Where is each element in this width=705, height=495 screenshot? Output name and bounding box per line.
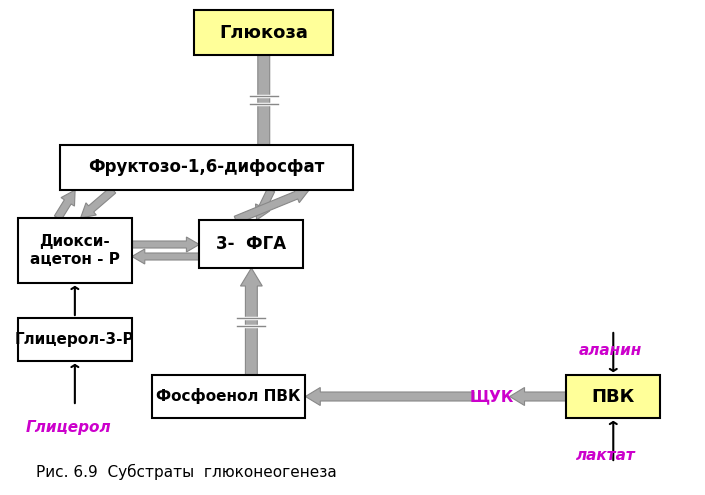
FancyArrow shape: [253, 10, 275, 190]
Bar: [566, 375, 661, 418]
FancyArrow shape: [255, 188, 275, 220]
FancyArrow shape: [80, 187, 116, 218]
Bar: [195, 10, 333, 55]
FancyArrow shape: [54, 190, 75, 220]
Text: Фруктозо-1,6-дифосфат: Фруктозо-1,6-дифосфат: [89, 158, 325, 177]
FancyArrow shape: [305, 388, 474, 405]
FancyArrow shape: [240, 268, 262, 375]
Text: Глюкоза: Глюкоза: [219, 23, 308, 42]
Bar: [18, 318, 132, 361]
FancyArrow shape: [132, 237, 200, 252]
Text: лактат: лактат: [576, 448, 636, 463]
Text: Глицерол: Глицерол: [26, 420, 111, 435]
Bar: [18, 218, 132, 283]
Text: Фосфоенол ПВК: Фосфоенол ПВК: [157, 389, 301, 404]
Bar: [200, 220, 303, 268]
Bar: [152, 375, 305, 418]
Text: ЩУК: ЩУК: [470, 390, 514, 404]
Text: аланин: аланин: [579, 343, 642, 358]
FancyArrow shape: [234, 188, 309, 224]
Text: ПВК: ПВК: [591, 388, 635, 405]
Text: Рис. 6.9  Субстраты  глюконеогенеза: Рис. 6.9 Субстраты глюконеогенеза: [36, 464, 336, 480]
FancyArrow shape: [510, 388, 566, 405]
FancyArrow shape: [132, 249, 200, 264]
Text: Диокси-
ацетон - Р: Диокси- ацетон - Р: [30, 234, 120, 267]
Text: 3-  ФГА: 3- ФГА: [216, 235, 286, 253]
Bar: [61, 145, 353, 190]
Text: Глицерол-3-Р: Глицерол-3-Р: [15, 332, 135, 347]
